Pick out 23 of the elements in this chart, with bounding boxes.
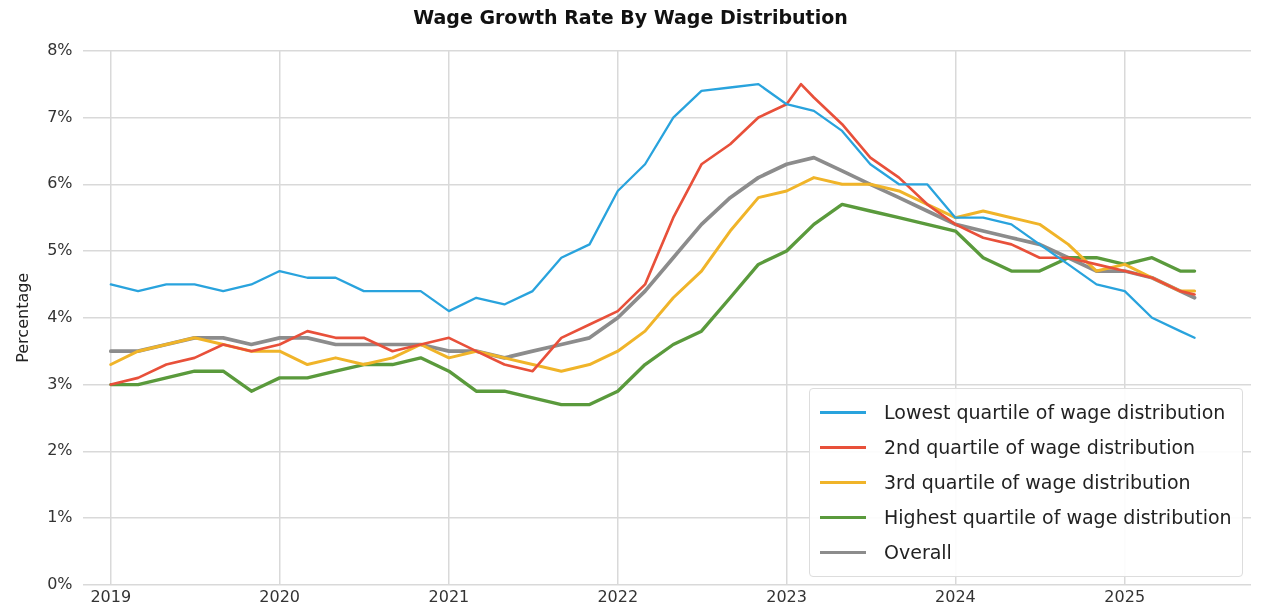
legend-label: Lowest quartile of wage distribution <box>884 401 1226 424</box>
legend-label: Overall <box>884 541 952 564</box>
y-axis-title: Percentage <box>12 272 32 363</box>
legend-label: 2nd quartile of wage distribution <box>884 436 1196 459</box>
y-tick-label: 2% <box>47 440 73 460</box>
x-tick-label: 2022 <box>597 586 639 606</box>
y-tick-label: 0% <box>47 573 73 593</box>
y-tick-label: 4% <box>47 306 73 326</box>
y-tick-label: 3% <box>47 373 73 393</box>
y-tick-label: 1% <box>47 507 73 527</box>
x-tick-label: 2019 <box>90 586 132 606</box>
y-tick-label: 6% <box>47 173 73 193</box>
y-tick-label: 8% <box>47 39 73 59</box>
y-tick-label: 5% <box>47 240 73 260</box>
x-tick-label: 2021 <box>428 586 470 606</box>
x-tick-label: 2020 <box>259 586 300 606</box>
x-tick-label: 2025 <box>1104 586 1146 606</box>
y-tick-label: 7% <box>47 106 73 126</box>
x-tick-label: 2024 <box>935 586 976 606</box>
legend-label: Highest quartile of wage distribution <box>884 506 1232 529</box>
x-tick-label: 2023 <box>766 586 807 606</box>
chart-title: Wage Growth Rate By Wage Distribution <box>413 6 848 29</box>
legend-label: 3rd quartile of wage distribution <box>884 471 1191 494</box>
